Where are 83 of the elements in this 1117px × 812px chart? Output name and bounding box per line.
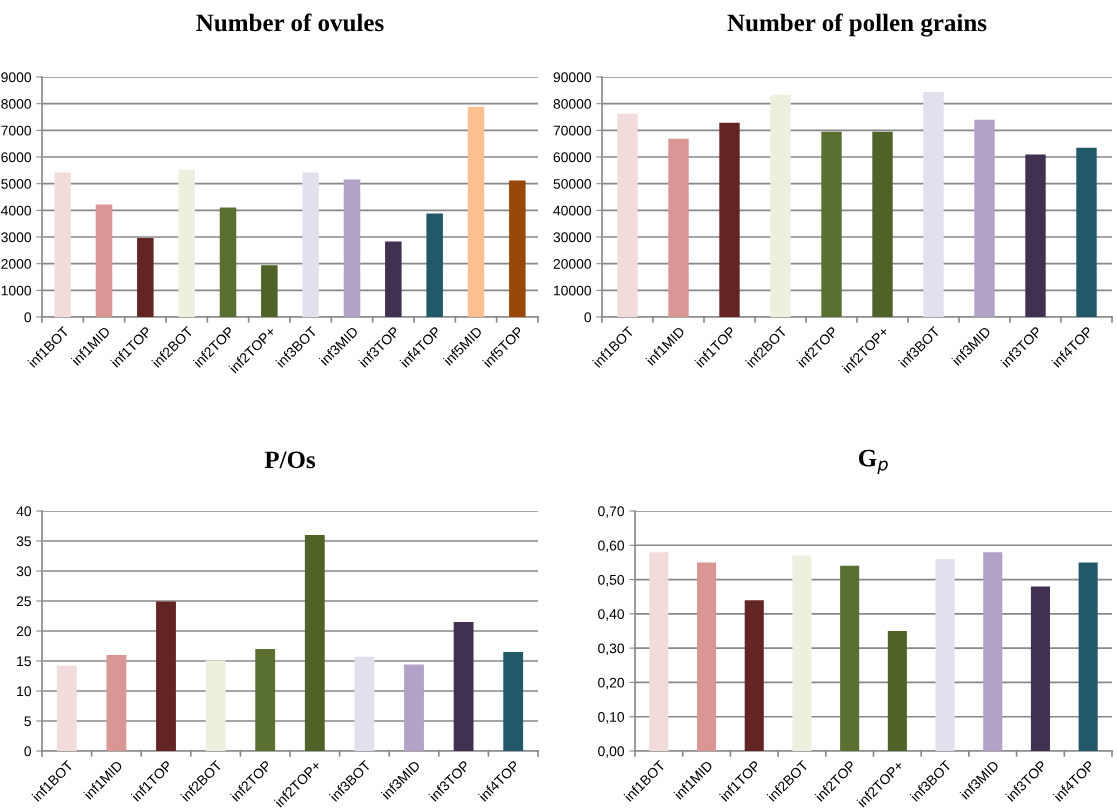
bar [302,172,319,317]
y-tick-label: 0,10 [598,712,625,724]
bar [840,565,860,751]
bar [56,665,77,751]
y-tick-label: 40 [16,506,32,517]
bar [1030,586,1050,751]
bar [923,91,944,317]
y-tick-label: 60000 [553,152,592,163]
chart-title: Number of pollen grains [727,13,987,37]
bar [255,649,276,751]
bar [106,655,127,751]
bar [744,600,764,751]
y-tick-label: 0,30 [598,643,625,655]
chart-title: Number of ovules [196,13,384,32]
y-tick-label: 0 [24,746,32,757]
y-tick-label: 7000 [1,125,32,136]
y-tick-label: 8000 [1,99,32,109]
y-tick-label: 3000 [1,232,32,243]
bar [770,94,791,317]
bar [1076,147,1097,317]
y-tick-label: 30 [16,566,32,577]
y-tick-label: 0,20 [598,677,625,690]
bar [426,213,443,317]
y-tick-label: 80000 [553,99,592,109]
y-tick-label: 70000 [553,125,592,136]
bar [219,207,237,317]
chart-title: G$_{p}$ [858,449,888,475]
bar [509,180,526,317]
y-tick-label: 1000 [1,285,32,296]
y-tick-label: 40000 [553,205,592,216]
bar [1025,154,1046,317]
y-tick-label: 10 [17,686,32,697]
y-tick-label: 0,50 [598,574,625,587]
bar [453,622,474,751]
y-tick-label: 35 [16,536,31,547]
bar [697,562,717,751]
y-tick-label: 30000 [553,232,592,243]
bar [404,664,424,751]
bar [95,204,113,317]
bar [354,656,375,751]
y-tick-label: 5 [24,716,31,727]
bar [343,179,361,317]
bar [935,559,955,751]
y-tick-label: 6000 [1,152,32,163]
bar [385,241,402,317]
y-tick-label: 90000 [553,72,592,83]
y-tick-label: 15 [17,656,31,667]
bar [178,169,195,317]
bar [617,113,638,317]
y-tick-label: 9000 [1,72,32,83]
bar [1078,562,1098,751]
bar [983,552,1003,751]
bar [792,555,812,751]
y-tick-label: 25 [16,596,31,607]
y-tick-label: 10000 [554,285,592,296]
chart-title: P/Os [264,451,316,469]
y-tick-label: 0,00 [598,746,625,758]
y-tick-label: 0 [24,312,32,323]
bar [205,660,226,751]
bar [467,106,485,317]
y-tick-label: 2000 [1,259,32,269]
y-tick-label: 0,70 [598,506,625,518]
bar [668,138,689,317]
bar [719,122,740,317]
bar [137,238,154,317]
bar [304,535,325,751]
y-tick-label: 4000 [1,205,32,216]
y-tick-label: 5000 [1,179,32,189]
bar [649,552,669,751]
bar [872,131,893,317]
bar [821,131,842,317]
y-tick-label: 20000 [553,259,592,269]
y-tick-label: 0,60 [598,540,625,553]
y-tick-label: 20 [16,626,32,637]
bar [54,172,71,317]
bar [503,652,524,751]
bar [887,631,907,751]
bar [974,119,995,317]
y-tick-label: 0 [584,312,592,323]
y-tick-label: 50000 [553,179,592,189]
bar [261,265,278,317]
bar [156,601,176,751]
y-tick-label: 0,40 [598,609,625,621]
